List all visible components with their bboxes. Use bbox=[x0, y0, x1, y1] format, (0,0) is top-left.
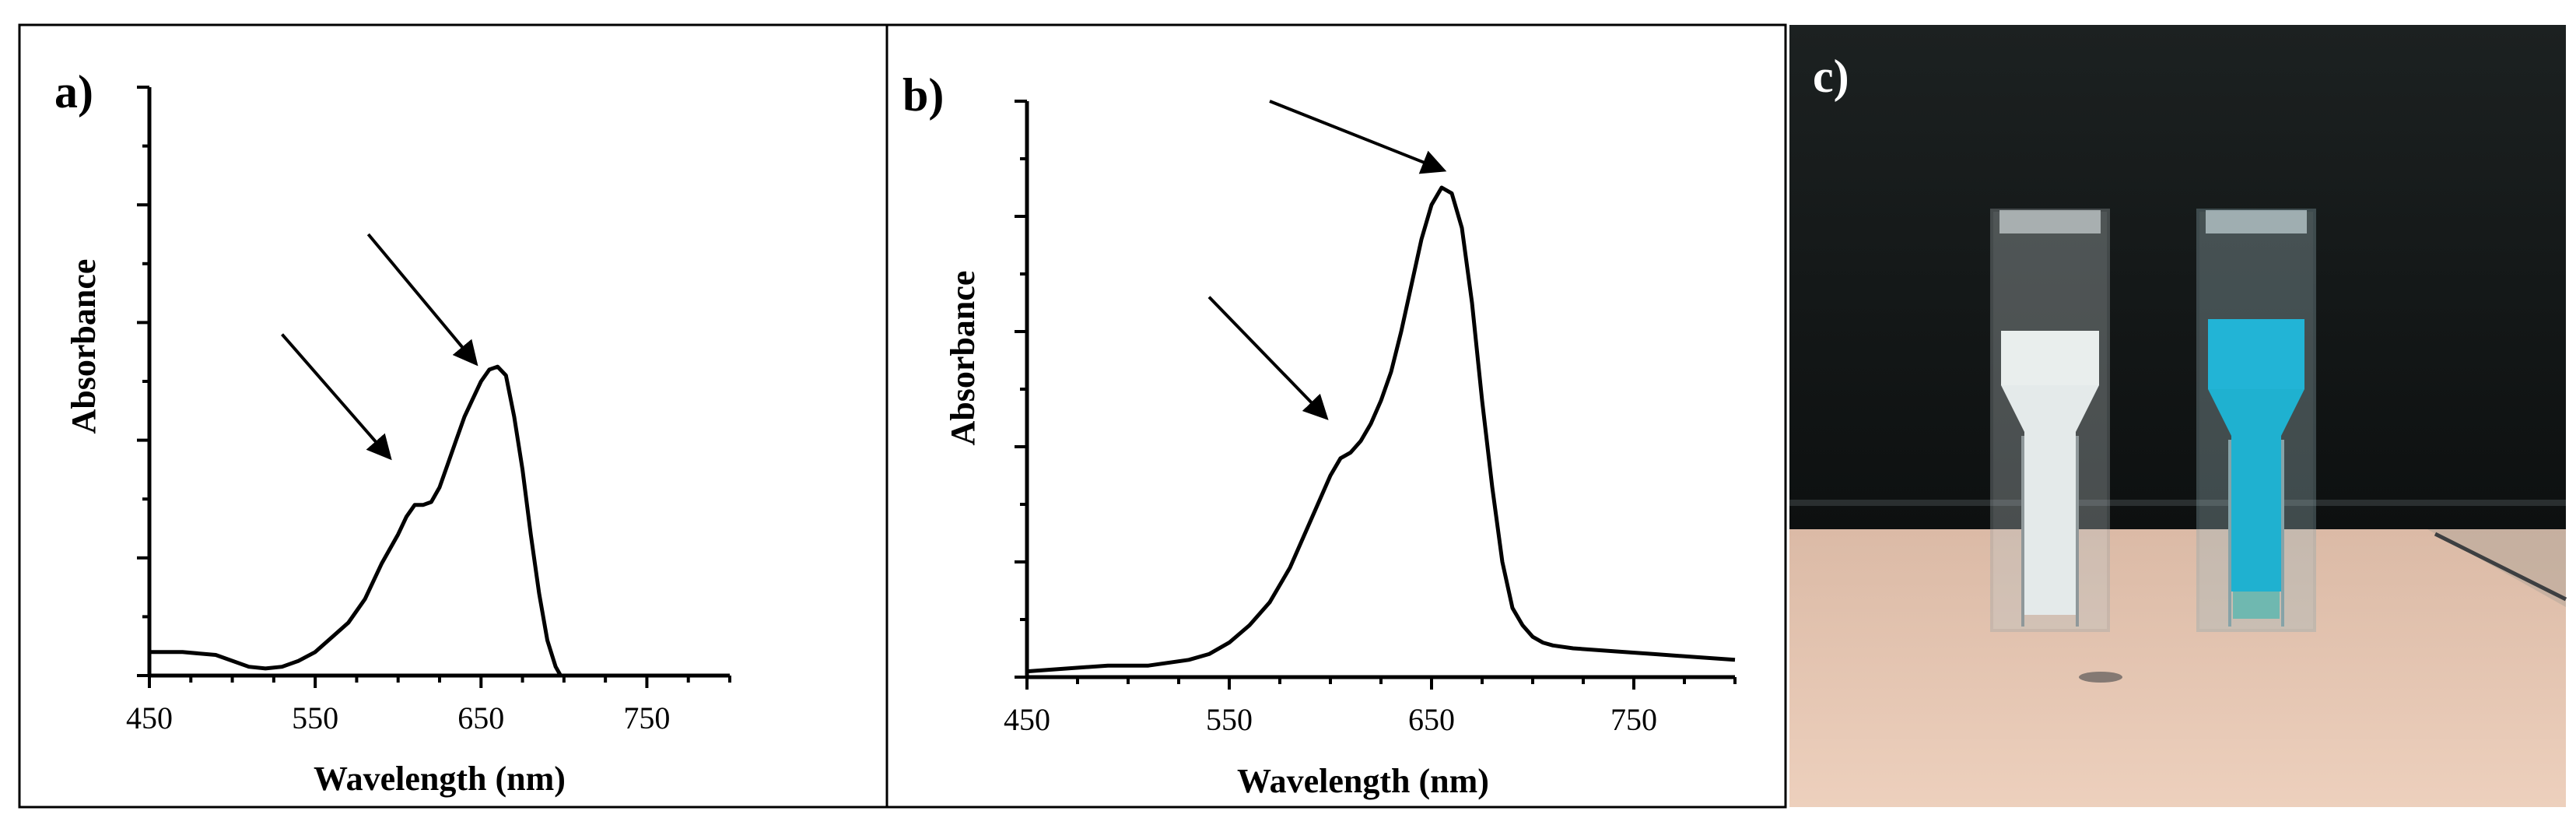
panel-label-b: b) bbox=[902, 69, 944, 121]
series-line bbox=[1026, 185, 1736, 674]
photo-shadow bbox=[2079, 672, 2122, 683]
x-tick-label: 650 bbox=[457, 700, 504, 735]
x-tick-label: 450 bbox=[1004, 702, 1050, 737]
x-tick-label: 450 bbox=[126, 700, 173, 735]
series-line bbox=[149, 364, 563, 677]
annotation-arrow bbox=[366, 233, 478, 367]
x-tick-label: 750 bbox=[1610, 702, 1657, 737]
cuvette-white bbox=[1990, 209, 2110, 632]
annotation-arrow bbox=[281, 333, 392, 461]
x-tick-label: 550 bbox=[292, 700, 338, 735]
chart-a: a) 450 550 650 750 Absorbance Wavelength (n… bbox=[54, 66, 731, 798]
x-axis-title: Wavelength (nm) bbox=[1237, 762, 1489, 800]
cuvette-blue bbox=[2196, 209, 2316, 632]
x-tick-label: 650 bbox=[1408, 702, 1455, 737]
panel-label-c: c) bbox=[1813, 51, 1849, 102]
x-tick-label: 750 bbox=[623, 700, 670, 735]
annotation-arrow bbox=[1207, 296, 1329, 420]
photo-wall bbox=[1789, 25, 2566, 531]
panel-label-a: a) bbox=[54, 66, 93, 118]
annotation-arrow bbox=[1269, 100, 1447, 174]
x-tick-label: 550 bbox=[1206, 702, 1253, 737]
panel-b-frame bbox=[885, 23, 1787, 809]
photo-table bbox=[1789, 529, 2566, 807]
chart-b: b) 450 550 650 750 Absorbance Wavelength (n… bbox=[902, 69, 1737, 800]
x-axis-title: Wavelength (nm) bbox=[314, 760, 566, 798]
y-axis-title: Absorbance bbox=[944, 271, 982, 446]
photo-table-seam bbox=[2434, 532, 2567, 602]
photo-panel: c) bbox=[1789, 25, 2567, 807]
y-axis-title: Absorbance bbox=[65, 259, 103, 434]
